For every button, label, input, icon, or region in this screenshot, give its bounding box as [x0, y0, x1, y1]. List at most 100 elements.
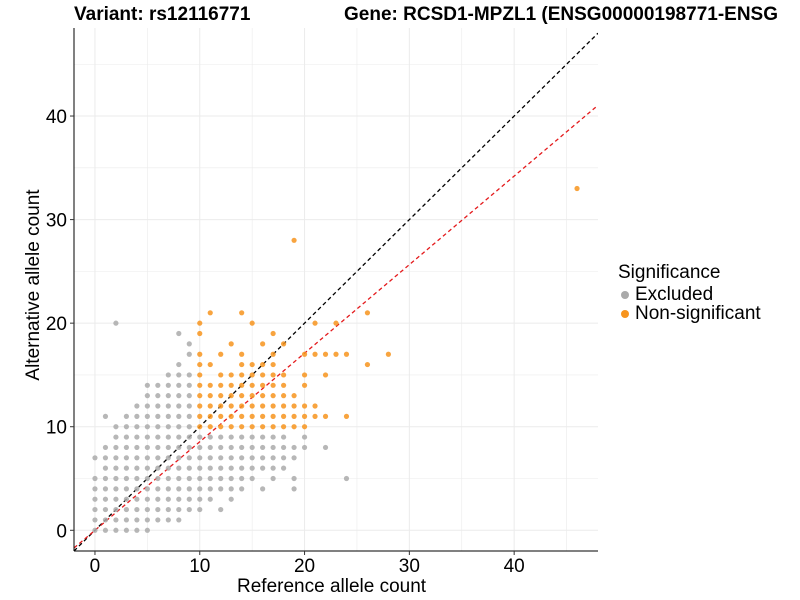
y-tick-label: 20	[46, 314, 67, 335]
point-non-significant	[291, 413, 297, 419]
point-excluded	[197, 465, 203, 471]
y-tick-label: 0	[56, 521, 67, 542]
point-excluded	[218, 434, 224, 440]
point-excluded	[281, 455, 287, 461]
point-excluded	[155, 506, 161, 513]
point-excluded	[186, 393, 192, 399]
point-non-significant	[291, 237, 297, 243]
point-excluded	[176, 517, 182, 523]
point-excluded	[186, 403, 192, 409]
point-excluded	[144, 527, 150, 533]
point-excluded	[176, 506, 182, 513]
point-non-significant	[197, 424, 203, 430]
point-non-significant	[270, 351, 276, 357]
point-excluded	[228, 486, 234, 492]
point-excluded	[102, 527, 109, 533]
point-excluded	[197, 486, 203, 492]
point-excluded	[176, 361, 182, 368]
point-excluded	[155, 465, 161, 471]
point-excluded	[186, 455, 192, 461]
point-excluded	[144, 382, 150, 388]
point-non-significant	[322, 413, 329, 419]
point-non-significant	[207, 424, 213, 430]
point-non-significant	[239, 361, 245, 368]
point-excluded	[228, 444, 234, 451]
point-excluded	[113, 486, 119, 492]
point-excluded	[186, 496, 192, 502]
point-excluded	[155, 486, 161, 492]
point-excluded	[260, 486, 266, 492]
point-non-significant	[343, 351, 350, 357]
point-excluded	[270, 434, 276, 440]
point-excluded	[92, 527, 98, 533]
point-excluded	[260, 455, 266, 461]
point-excluded	[322, 444, 329, 451]
point-non-significant	[312, 403, 318, 409]
point-excluded	[134, 403, 140, 409]
point-excluded	[186, 341, 192, 347]
point-non-significant	[281, 403, 287, 409]
point-excluded	[218, 444, 224, 451]
point-non-significant	[249, 320, 255, 326]
point-excluded	[281, 434, 287, 440]
point-excluded	[113, 444, 119, 451]
point-non-significant	[260, 361, 266, 368]
legend-swatch-non-significant	[621, 309, 629, 318]
point-excluded	[144, 403, 150, 409]
point-excluded	[239, 486, 245, 492]
point-excluded	[102, 517, 109, 523]
point-excluded	[186, 444, 192, 451]
point-non-significant	[239, 393, 245, 399]
point-non-significant	[197, 413, 203, 419]
point-non-significant	[301, 424, 308, 430]
point-excluded	[155, 413, 161, 419]
point-excluded	[92, 517, 98, 523]
legend-label-non-significant: Non-significant	[635, 302, 761, 324]
point-non-significant	[239, 310, 245, 316]
point-excluded	[144, 496, 150, 502]
point-non-significant	[333, 351, 339, 357]
identity-line	[74, 32, 598, 551]
legend-swatch-excluded	[621, 290, 629, 299]
legend-label-excluded: Excluded	[635, 283, 714, 305]
legend: Significance Excluded Non-significant	[618, 262, 761, 324]
point-non-significant	[281, 413, 287, 419]
chart-title-gene: Gene: RCSD1-MPZL1 (ENSG00000198771-ENSG	[344, 4, 778, 25]
point-excluded	[165, 403, 171, 409]
point-excluded	[155, 403, 161, 409]
y-axis-title: Alternative allele count	[23, 189, 44, 381]
point-non-significant	[270, 413, 276, 419]
point-excluded	[197, 455, 203, 461]
point-excluded	[270, 455, 276, 461]
point-excluded	[197, 434, 203, 440]
point-excluded	[165, 475, 171, 482]
point-excluded	[176, 413, 182, 419]
point-excluded	[113, 465, 119, 471]
point-excluded	[228, 455, 234, 461]
point-excluded	[134, 424, 140, 430]
point-non-significant	[312, 320, 318, 326]
point-excluded	[144, 393, 150, 399]
point-excluded	[134, 444, 140, 451]
point-non-significant	[322, 351, 329, 357]
point-excluded	[186, 382, 192, 388]
point-excluded	[165, 372, 171, 378]
point-excluded	[165, 496, 171, 502]
point-excluded	[239, 434, 245, 440]
point-excluded	[301, 434, 308, 440]
point-excluded	[102, 486, 109, 492]
point-non-significant	[260, 372, 266, 378]
point-excluded	[144, 444, 150, 451]
point-excluded	[270, 475, 276, 482]
point-excluded	[165, 434, 171, 440]
point-non-significant	[249, 361, 255, 368]
x-tick-label: 20	[294, 556, 315, 577]
point-excluded	[134, 506, 140, 513]
x-tick-label: 0	[90, 556, 101, 577]
point-non-significant	[218, 393, 224, 399]
point-excluded	[218, 455, 224, 461]
point-excluded	[144, 434, 150, 440]
point-non-significant	[218, 413, 224, 419]
chart-title-variant: Variant: rs12116771	[74, 4, 251, 25]
point-non-significant	[218, 382, 224, 388]
